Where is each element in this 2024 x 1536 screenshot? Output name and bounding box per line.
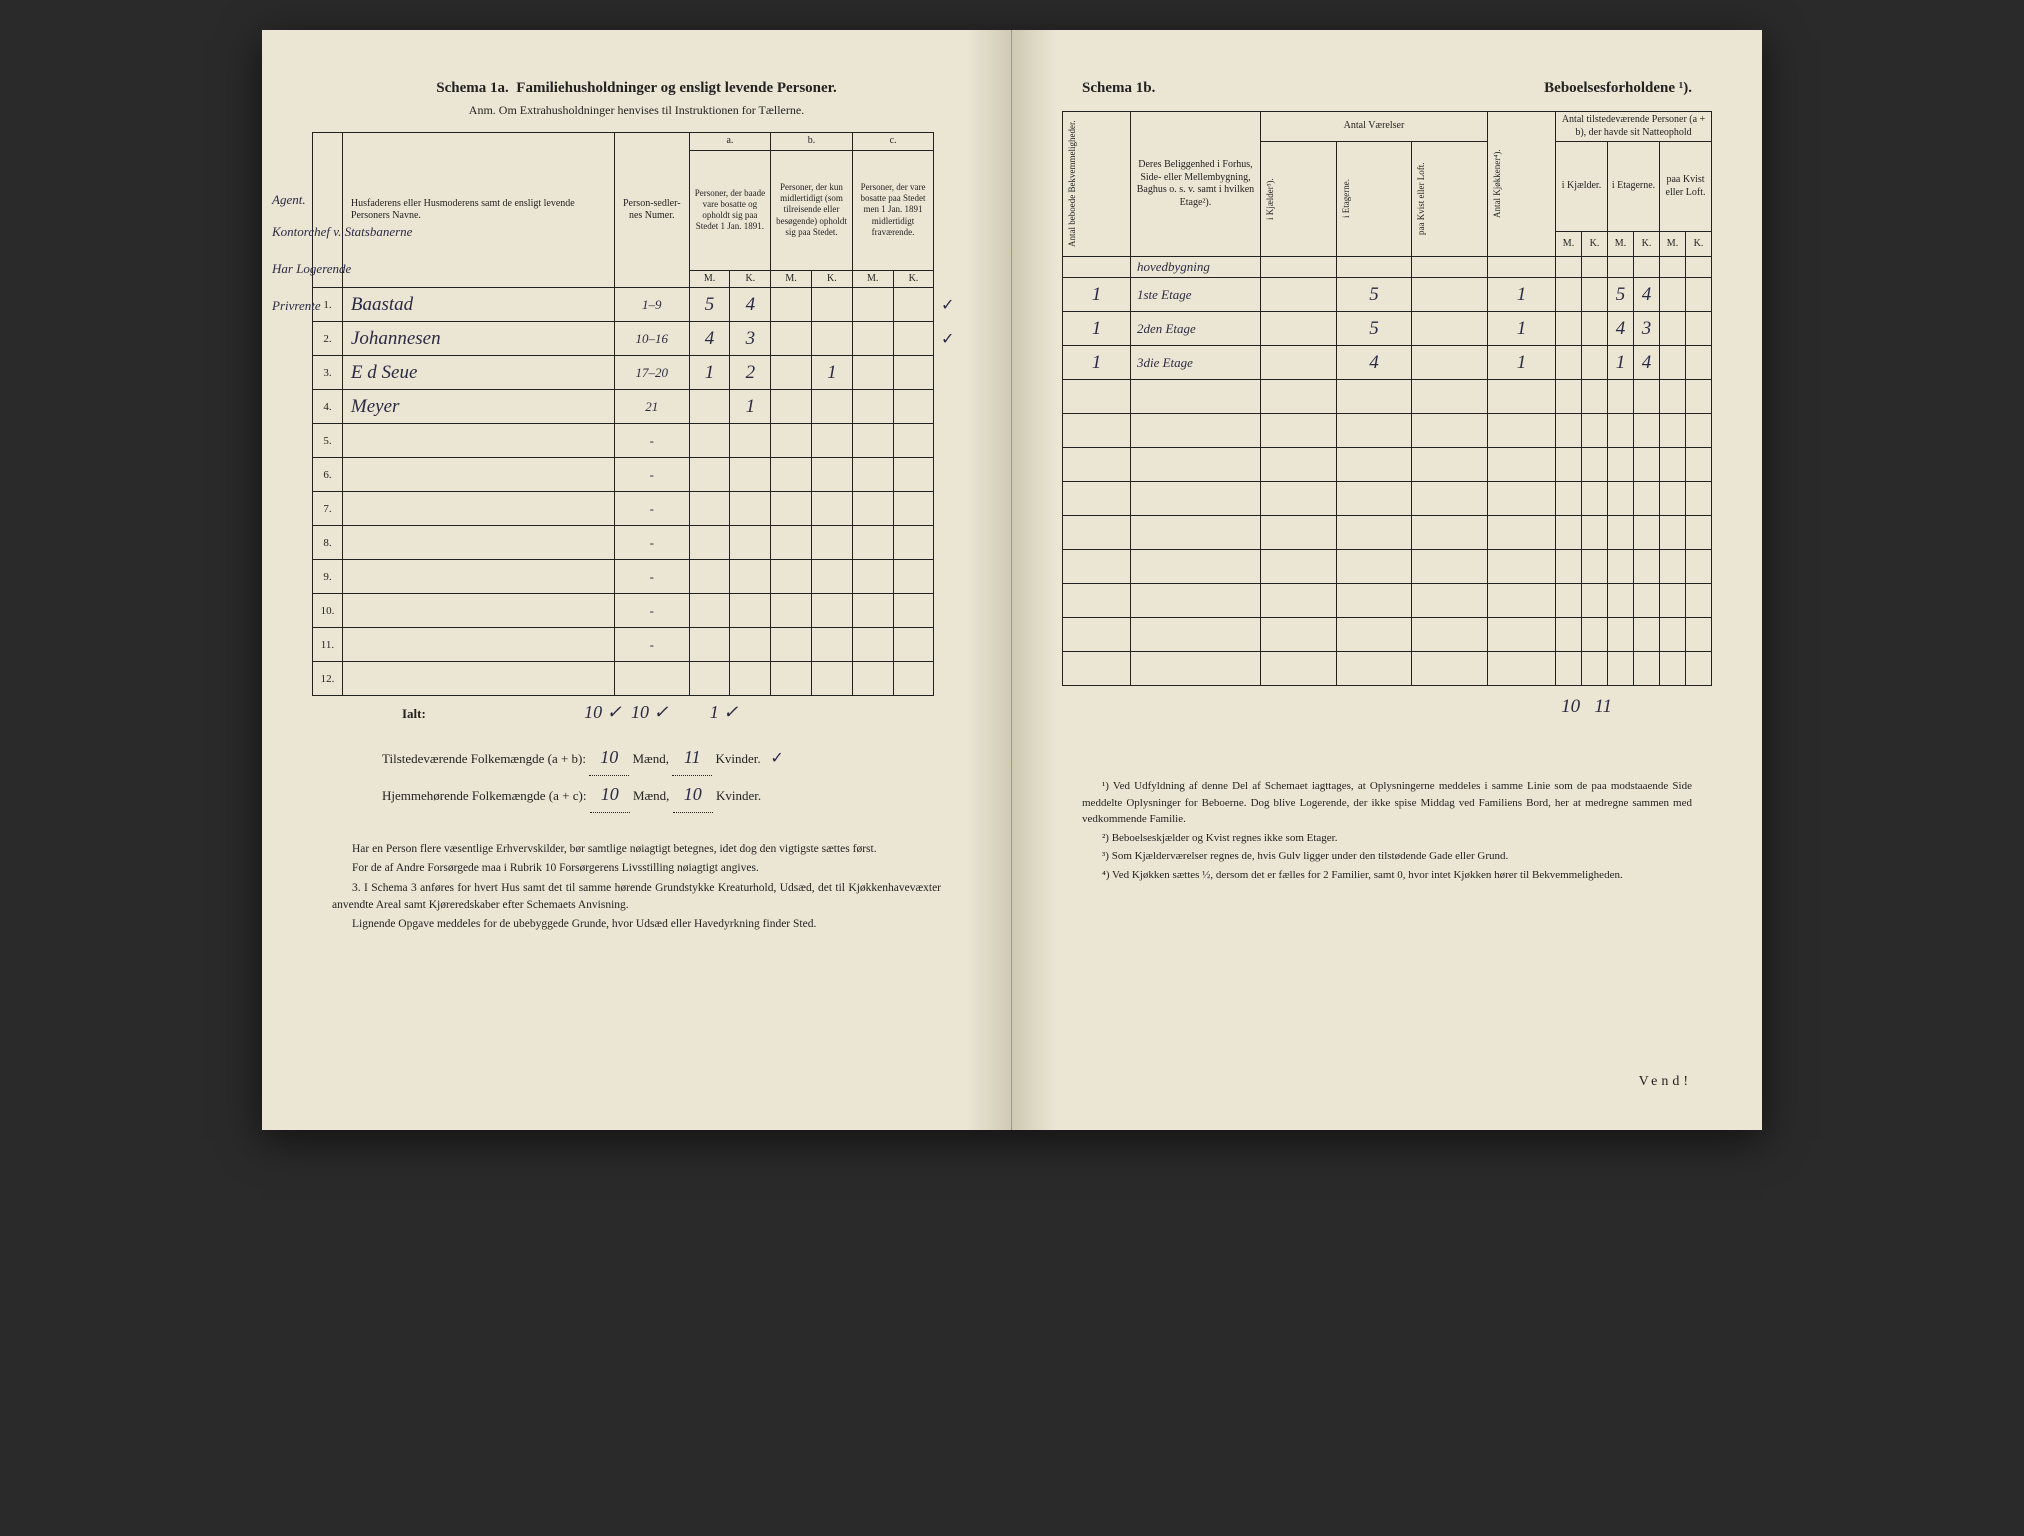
- schema-1a-table: Husfaderens eller Husmoderens samt de en…: [312, 132, 961, 696]
- table-row: 1 1ste Etage 5 1 5 4: [1063, 278, 1712, 312]
- left-title: Schema 1a. Familiehusholdninger og ensli…: [312, 80, 961, 97]
- left-page: Schema 1a. Familiehusholdninger og ensli…: [262, 30, 1012, 1130]
- table-row: [1063, 550, 1712, 584]
- table-row: [1063, 448, 1712, 482]
- table-row: 1. Baastad 1–9 5 4 ✓: [313, 288, 962, 322]
- right-title: Schema 1b. Beboelsesforholdene ¹).: [1062, 80, 1712, 97]
- right-page: Schema 1b. Beboelsesforholdene ¹). Antal…: [1012, 30, 1762, 1130]
- population-totals: Tilstedeværende Folkemængde (a + b): 10 …: [312, 739, 961, 813]
- margin-label: Agent.: [272, 192, 306, 208]
- table-row: 9. -: [313, 560, 962, 594]
- table-row: 1 2den Etage 5 1 4 3: [1063, 312, 1712, 346]
- table-row: [1063, 414, 1712, 448]
- table-row: [1063, 516, 1712, 550]
- census-book: Schema 1a. Familiehusholdninger og ensli…: [262, 30, 1762, 1130]
- table-row: 6. -: [313, 458, 962, 492]
- margin-label: Har Logerende: [272, 262, 351, 276]
- table-row: 8. -: [313, 526, 962, 560]
- table-row: 4. Meyer 21 1: [313, 390, 962, 424]
- table-row: 10. -: [313, 594, 962, 628]
- table-row: 2. Johannesen 10–16 4 3 ✓: [313, 322, 962, 356]
- schema-1b-table: Antal beboede Bekvemmeligheder. Deres Be…: [1062, 111, 1712, 686]
- table-row: 3. E d Seue 17–20 1 2 1: [313, 356, 962, 390]
- table-row: 5. -: [313, 424, 962, 458]
- table-row: [1063, 652, 1712, 686]
- right-footnotes: ¹) Ved Udfyldning af denne Del af Schema…: [1062, 778, 1712, 883]
- table-row: 11. -: [313, 628, 962, 662]
- table-row: [1063, 380, 1712, 414]
- vend-label: Vend!: [1639, 1074, 1692, 1090]
- table-row: [1063, 618, 1712, 652]
- table-row: 1 3die Etage 4 1 1 4: [1063, 346, 1712, 380]
- left-anm: Anm. Om Extrahusholdninger henvises til …: [312, 103, 961, 118]
- margin-label: Kontorchef v. Statsbanerne: [272, 225, 412, 239]
- table-row: [1063, 584, 1712, 618]
- table-row: [1063, 482, 1712, 516]
- left-notes: Har en Person flere væsentlige Erhvervsk…: [312, 841, 961, 933]
- margin-label: Privrente: [272, 298, 321, 314]
- table-row: 12.: [313, 662, 962, 696]
- table-row: 7. -: [313, 492, 962, 526]
- ialt-row: Ialt: 10 ✓ 10 ✓ 1 ✓: [312, 702, 961, 723]
- right-totals: 10 11: [1062, 696, 1712, 718]
